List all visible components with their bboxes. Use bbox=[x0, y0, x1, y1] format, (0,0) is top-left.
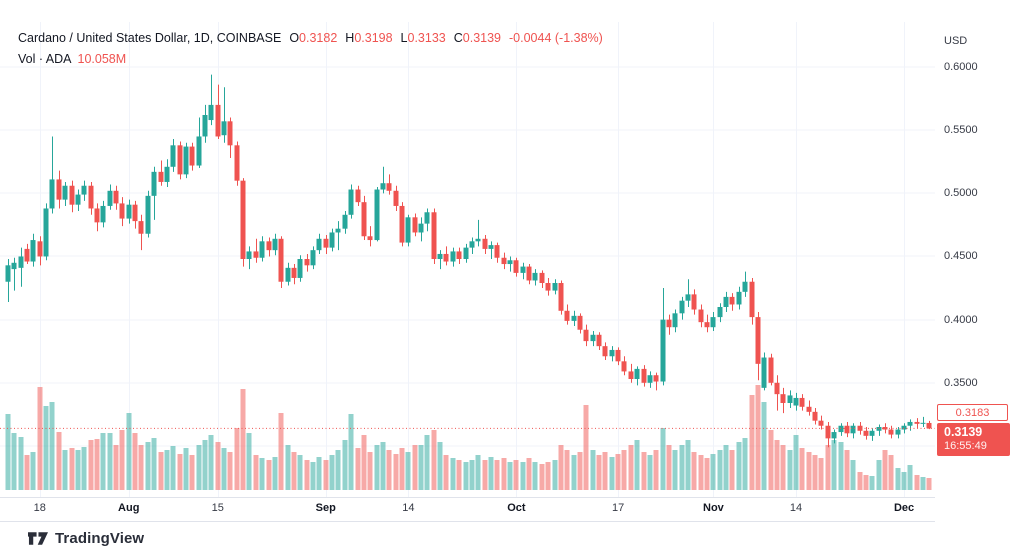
price-tick: 0.4000 bbox=[944, 313, 978, 326]
prev-close-price-label: 0.3183 bbox=[937, 404, 1008, 421]
time-tick-month: Nov bbox=[703, 502, 724, 514]
last-price-label: 0.3139 16:55:49 bbox=[937, 423, 1010, 456]
legend-symbol-row: Cardano / United States Dollar, 1D, COIN… bbox=[18, 31, 603, 45]
time-axis[interactable]: 18 Aug 15 Sep 14 Oct 17 Nov 14 Dec bbox=[0, 497, 935, 522]
prev-close-value: 0.3183 bbox=[955, 406, 990, 419]
time-tick-month: Dec bbox=[893, 502, 915, 514]
time-tick-day: 14 bbox=[402, 502, 415, 514]
price-tick: 0.5000 bbox=[944, 187, 978, 200]
volume-label: Vol · ADA bbox=[18, 52, 72, 66]
time-tick-day: 17 bbox=[611, 502, 625, 514]
price-tick: 0.5500 bbox=[944, 124, 978, 137]
tradingview-logo[interactable]: TradingView bbox=[28, 530, 144, 547]
last-price-value: 0.3139 bbox=[944, 425, 983, 439]
currency-label: USD bbox=[944, 35, 968, 47]
price-tick: 0.6000 bbox=[944, 61, 978, 73]
ohlc-value: 0.3133 bbox=[407, 31, 446, 45]
price-axis[interactable]: USD 0.6000 0.5500 0.5000 0.4500 0.4000 0.3500… bbox=[935, 0, 1012, 522]
time-tick-day: 18 bbox=[33, 502, 46, 514]
legend-volume-row: Vol · ADA 10.058M bbox=[18, 52, 603, 66]
time-tick-day: 14 bbox=[789, 502, 803, 514]
ohlc-values: O0.3182 H0.3198 L0.3133 C0.3139 bbox=[281, 31, 501, 45]
ohlc-value: 0.3198 bbox=[354, 31, 393, 45]
time-tick-day: 15 bbox=[211, 502, 224, 514]
ohlc-value: 0.3182 bbox=[299, 31, 338, 45]
price-tick: 0.3500 bbox=[944, 376, 978, 389]
price-tick: 0.4500 bbox=[944, 250, 978, 263]
bar-countdown-timer: 16:55:49 bbox=[944, 440, 987, 452]
volume-value: 10.058M bbox=[77, 52, 127, 66]
time-tick-month: Aug bbox=[118, 502, 140, 514]
ohlc-letter: L bbox=[400, 31, 408, 45]
symbol-title[interactable]: Cardano / United States Dollar, 1D, COIN… bbox=[18, 31, 282, 45]
ohlc-letter: C bbox=[453, 31, 463, 45]
ohlc-letter: O bbox=[289, 31, 300, 45]
ohlc-value: 0.3139 bbox=[462, 31, 501, 45]
chart-legend: Cardano / United States Dollar, 1D, COIN… bbox=[18, 31, 603, 66]
time-tick-month: Sep bbox=[315, 502, 336, 514]
time-tick-month: Oct bbox=[507, 502, 526, 514]
ohlc-letter: H bbox=[345, 31, 355, 45]
brand-name: TradingView bbox=[55, 530, 145, 547]
tradingview-icon bbox=[28, 532, 48, 545]
change-value: -0.0044 (-1.38%) bbox=[509, 31, 603, 45]
